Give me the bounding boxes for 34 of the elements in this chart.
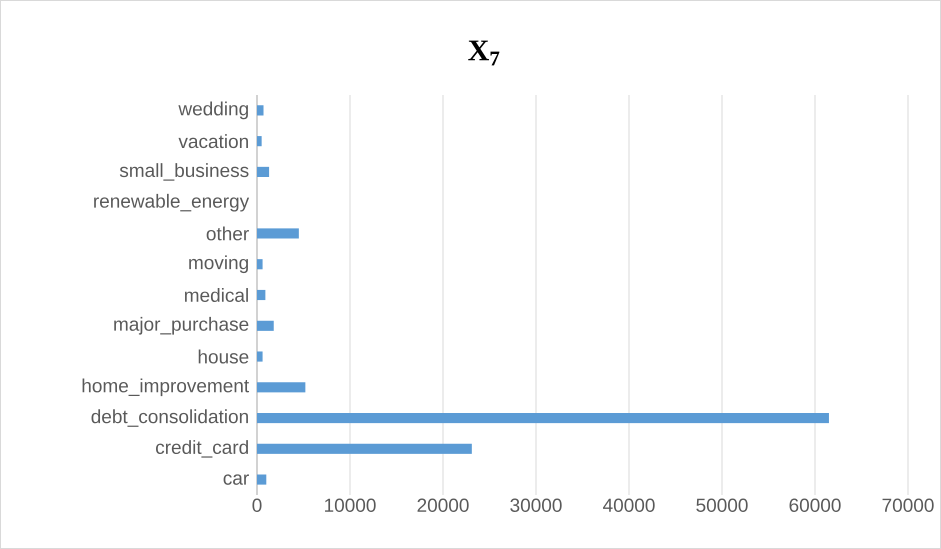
x-tick-label: 30000 bbox=[510, 498, 562, 512]
bar bbox=[257, 382, 306, 392]
x-tick-label: 10000 bbox=[325, 498, 376, 512]
x-tick-label: 50000 bbox=[696, 498, 748, 512]
x-tick-label: 60000 bbox=[790, 498, 841, 512]
bar bbox=[257, 444, 472, 454]
y-tick-label: home_improvement bbox=[82, 378, 250, 396]
y-tick-label: moving bbox=[189, 255, 248, 274]
x-tick-label: 40000 bbox=[603, 498, 655, 512]
y-tick-label: major_purchase bbox=[114, 316, 248, 335]
y-tick-label: house bbox=[198, 350, 248, 364]
y-tick-label: debt_consolidation bbox=[92, 409, 248, 427]
y-tick-label: wedding bbox=[178, 102, 248, 120]
y-tick-label: credit_card bbox=[156, 440, 248, 458]
bar bbox=[257, 228, 299, 239]
bar bbox=[257, 105, 264, 116]
x-tick-label: 70000 bbox=[882, 498, 934, 512]
y-tick-label: renewable_energy bbox=[94, 194, 250, 212]
bar bbox=[257, 474, 266, 485]
y-tick-label: medical bbox=[184, 288, 248, 302]
bar bbox=[257, 290, 266, 300]
bar bbox=[257, 166, 270, 177]
y-tick-label: vacation bbox=[178, 134, 248, 148]
x-tick-label: 0 bbox=[252, 498, 262, 512]
y-tick-label: other bbox=[206, 226, 249, 240]
chart-title: X$_{7}$ bbox=[468, 40, 500, 66]
y-tick-label: small_business bbox=[120, 163, 248, 181]
y-tick-label: car bbox=[224, 474, 249, 485]
bar bbox=[257, 413, 829, 424]
bar bbox=[257, 259, 263, 270]
bar bbox=[257, 136, 262, 146]
x-tick-label: 20000 bbox=[418, 498, 469, 512]
bar bbox=[257, 320, 274, 331]
bar bbox=[257, 351, 263, 362]
